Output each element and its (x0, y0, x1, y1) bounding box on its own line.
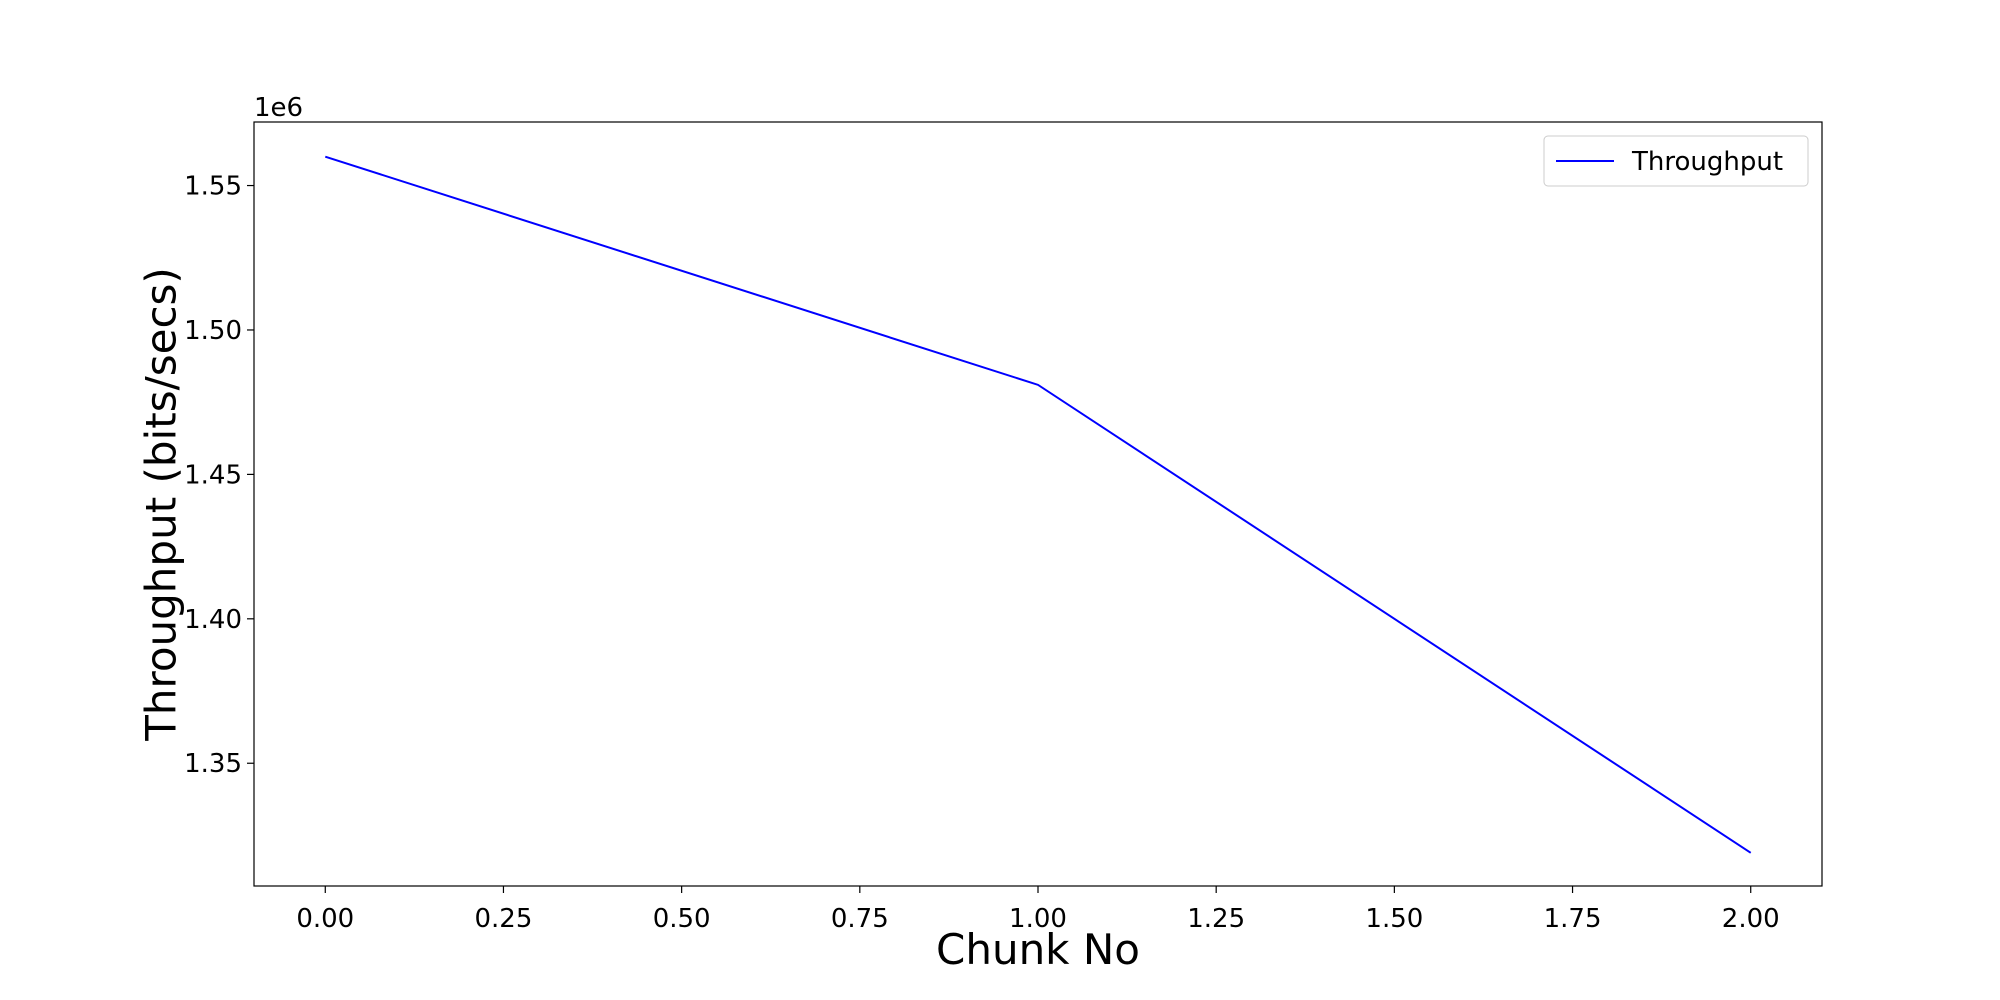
legend-label: Throughput (1631, 147, 1783, 177)
series-line-0 (324, 155, 1752, 854)
y-axis-offset-label: 1e6 (254, 93, 303, 123)
x-tick-label: 0.25 (475, 904, 533, 934)
plot-area (253, 121, 1823, 887)
legend: Throughput (1543, 135, 1809, 187)
x-tick-label: 0.50 (653, 904, 711, 934)
x-tick-label: 0.00 (296, 904, 354, 934)
x-tick-label: 0.75 (831, 904, 889, 934)
y-tick-label: 1.50 (184, 316, 242, 346)
y-tick-label: 1.55 (184, 172, 242, 202)
x-axis-label: Chunk No (936, 925, 1140, 974)
y-axis: 1.35 1.40 1.45 1.50 1.55 (184, 172, 254, 779)
y-tick-label: 1.40 (184, 605, 242, 635)
x-tick-label: 1.25 (1187, 904, 1245, 934)
x-tick-label: 1.00 (1009, 904, 1067, 934)
y-tick-label: 1.35 (184, 749, 242, 779)
plot-frame (253, 121, 1823, 887)
x-tick-label: 2.00 (1722, 904, 1780, 934)
x-tick-label: 1.75 (1544, 904, 1602, 934)
y-tick-label: 1.45 (184, 460, 242, 490)
series-layer (324, 155, 1752, 854)
y-axis-label: Throughput (bits/secs) (137, 267, 186, 742)
x-tick-label: 1.50 (1365, 904, 1423, 934)
legend-box (1543, 135, 1809, 187)
x-axis: 0.00 0.25 0.50 0.75 1.00 1.25 1.50 1.75 2.00 (296, 886, 1780, 934)
